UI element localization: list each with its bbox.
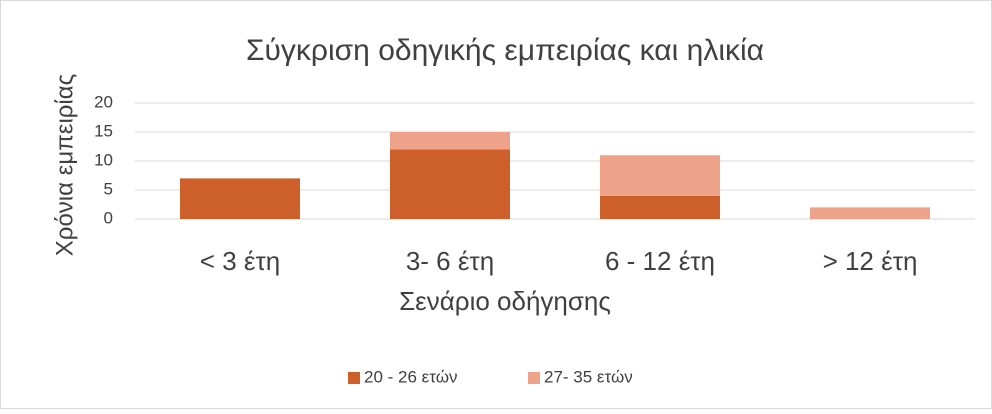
x-tick-label: 6 - 12 έτη xyxy=(605,246,715,276)
y-tick-label: 20 xyxy=(94,92,113,111)
legend-label: 20 - 26 ετών xyxy=(364,367,457,386)
bar xyxy=(390,132,510,150)
bar xyxy=(600,195,720,219)
bar xyxy=(180,178,300,219)
y-axis-title: Χρόνια εμπειρίας xyxy=(51,74,78,256)
legend-swatch xyxy=(348,372,360,384)
chart-title: Σύγκριση οδηγικής εμπειρίας και ηλικία xyxy=(246,34,764,67)
y-tick-label: 5 xyxy=(104,179,113,198)
x-tick-label: 3- 6 έτη xyxy=(406,246,494,276)
bar xyxy=(600,155,720,196)
legend-swatch xyxy=(528,372,540,384)
x-tick-label: < 3 έτη xyxy=(200,246,280,276)
legend-label: 27- 35 ετών xyxy=(544,367,633,386)
x-tick-label: > 12 έτη xyxy=(823,246,918,276)
bar xyxy=(390,149,510,219)
x-axis-title: Σενάριο οδήγησης xyxy=(399,286,611,316)
y-tick-label: 0 xyxy=(104,208,113,227)
y-tick-label: 15 xyxy=(94,121,113,140)
bar xyxy=(810,207,930,219)
y-tick-label: 10 xyxy=(94,150,113,169)
